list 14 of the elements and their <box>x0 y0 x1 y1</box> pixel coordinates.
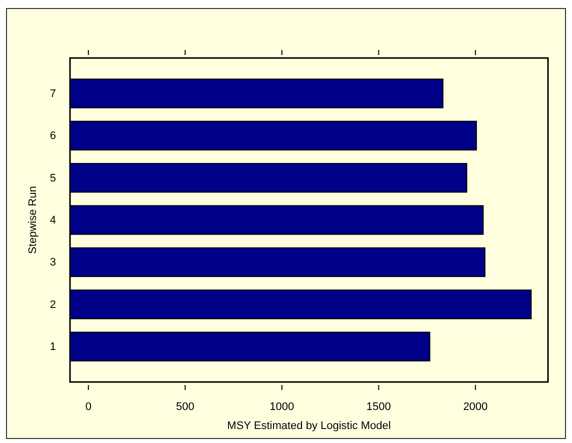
y-tick-label: 4 <box>50 214 56 227</box>
x-tick-label: 1500 <box>366 400 391 413</box>
x-tick-label: 0 <box>85 400 92 413</box>
x-tick-label: 500 <box>176 400 194 413</box>
y-tick-label: 7 <box>50 88 56 100</box>
x-tick-label: 1000 <box>270 400 294 413</box>
y-tick-label: 2 <box>50 298 56 311</box>
x-axis-title: MSY Estimated by Logistic Model <box>227 420 391 432</box>
y-axis-title: Stepwise Run <box>27 186 39 254</box>
y-tick-label: 6 <box>50 130 56 142</box>
y-tick-label: 5 <box>50 172 56 184</box>
y-tick-label: 3 <box>50 256 56 269</box>
y-tick-label: 1 <box>50 341 56 354</box>
x-tick-label: 2000 <box>463 400 488 413</box>
